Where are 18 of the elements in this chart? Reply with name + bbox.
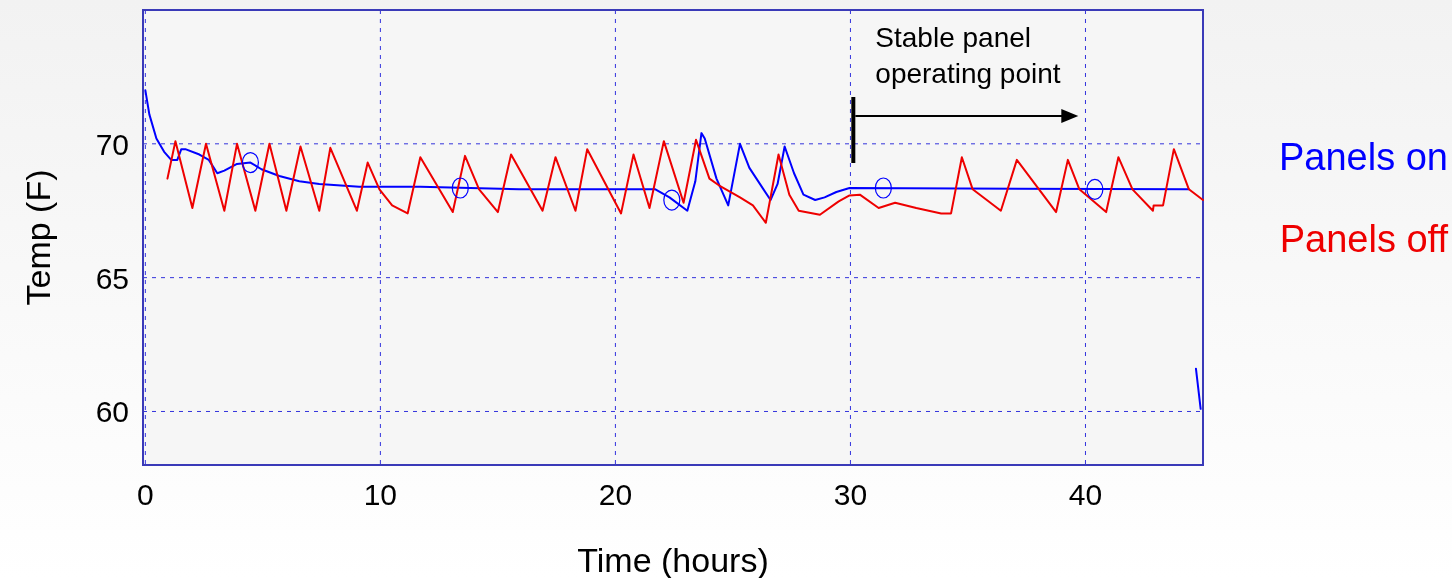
text: Panels off <box>1279 218 1449 260</box>
text: Panels on <box>1278 136 1448 178</box>
line-series <box>166 138 1204 224</box>
point <box>241 151 260 174</box>
point <box>663 189 681 211</box>
point <box>874 177 892 199</box>
x-tick-label: 30 <box>833 478 868 511</box>
x-tick-label: 0 <box>137 478 154 511</box>
y-tick-label: 65 <box>95 261 129 295</box>
x-tick-label: 20 <box>598 478 633 511</box>
x-tick-label: 10 <box>363 478 398 511</box>
y-tick-label: 60 <box>95 395 129 429</box>
point <box>451 177 469 199</box>
x-tick-label: 40 <box>1068 478 1103 511</box>
annotation: Stable panel operating point <box>875 22 1061 89</box>
y-axis-title: Temp (F) <box>19 169 57 306</box>
y-tick-label: 70 <box>95 127 129 161</box>
point <box>1086 178 1104 200</box>
